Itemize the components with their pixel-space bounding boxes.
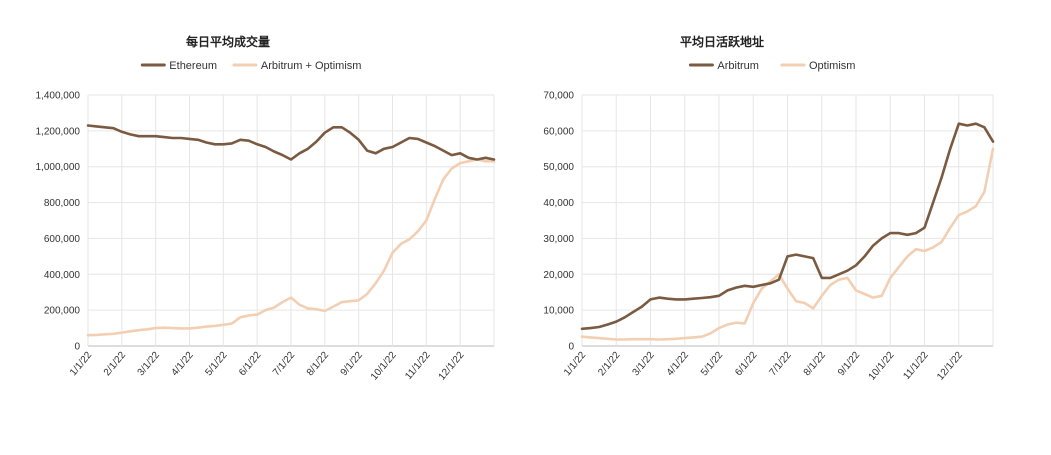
x-tick-label: 3/1/22	[136, 350, 163, 379]
legend-item: Arbitrum + Optimism	[232, 60, 362, 72]
y-tick-label: 800,000	[44, 198, 81, 209]
y-tick-label: 1,400,000	[36, 91, 81, 102]
y-tick-label: 1,200,000	[36, 126, 81, 137]
series-line-optimism	[580, 147, 995, 341]
y-tick-label: 200,000	[44, 306, 81, 317]
x-tick-label: 12/1/22	[437, 350, 467, 383]
x-tick-label: 10/1/22	[369, 350, 399, 383]
x-tick-label: 8/1/22	[305, 350, 332, 379]
y-tick-label: 40,000	[543, 198, 574, 209]
chart-daily-active-addresses: 平均日活跃地址 Arbitrum Optimism 0 10,000 20,000 30,0…	[543, 34, 995, 383]
x-tick-label: 4/1/22	[169, 350, 196, 379]
y-tick-label: 0	[568, 342, 574, 353]
chart-title: 平均日活跃地址	[680, 34, 764, 49]
x-tick-label: 5/1/22	[699, 350, 726, 379]
series-line-arbitrum-optimism	[86, 158, 496, 337]
legend-label: Arbitrum	[717, 60, 759, 72]
legend-label: Ethereum	[169, 60, 217, 72]
legend-label: Arbitrum + Optimism	[261, 60, 362, 72]
x-tick-label: 3/1/22	[630, 350, 657, 379]
x-tick-label: 12/1/22	[935, 350, 965, 383]
y-tick-label: 30,000	[543, 234, 574, 245]
x-tick-label: 6/1/22	[733, 350, 760, 379]
x-tick-label: 7/1/22	[767, 350, 794, 379]
x-tick-label: 11/1/22	[901, 350, 931, 382]
x-tick-label: 7/1/22	[271, 350, 298, 379]
y-tick-label: 50,000	[543, 162, 574, 173]
x-tick-label: 8/1/22	[802, 350, 829, 379]
chart-title: 每日平均成交量	[186, 34, 270, 49]
y-tick-label: 1,000,000	[36, 162, 81, 173]
x-tick-label: 4/1/22	[665, 350, 692, 379]
x-tick-label: 11/1/22	[403, 350, 433, 382]
y-tick-label: 60,000	[543, 126, 574, 137]
x-tick-label: 1/1/22	[562, 350, 589, 379]
y-tick-label: 0	[74, 342, 80, 353]
y-tick-label: 10,000	[543, 306, 574, 317]
legend-label: Optimism	[809, 60, 855, 72]
chart-daily-volume: 每日平均成交量 Ethereum Arbitrum + Optimism 0 200,0…	[36, 34, 496, 383]
x-tick-label: 9/1/22	[836, 350, 863, 379]
legend-item: Arbitrum	[688, 60, 759, 72]
x-tick-label: 1/1/22	[68, 350, 95, 379]
x-tick-label: 2/1/22	[102, 350, 129, 379]
x-tick-label: 2/1/22	[596, 350, 623, 379]
legend-item: Ethereum	[140, 60, 217, 72]
y-tick-label: 400,000	[44, 270, 81, 281]
legend-item: Optimism	[780, 60, 855, 72]
y-tick-label: 70,000	[543, 91, 574, 102]
x-tick-label: 6/1/22	[237, 350, 264, 379]
y-tick-label: 600,000	[44, 234, 81, 245]
x-tick-label: 5/1/22	[203, 350, 230, 379]
series-line-ethereum	[86, 124, 496, 161]
x-tick-label: 10/1/22	[867, 350, 897, 383]
x-tick-label: 9/1/22	[339, 350, 366, 379]
y-tick-label: 20,000	[543, 270, 574, 281]
series-line-arbitrum	[580, 122, 995, 331]
